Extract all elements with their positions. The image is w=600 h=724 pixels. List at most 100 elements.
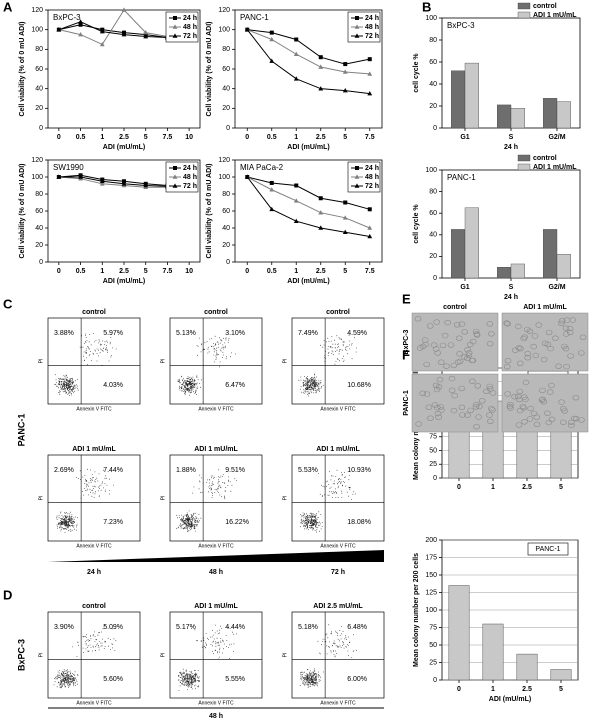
x-tick-label: 0	[457, 484, 461, 491]
panel-letter: A	[3, 0, 13, 14]
marker	[293, 51, 299, 57]
panel-letter: C	[3, 296, 13, 311]
y-tick-label: 120	[218, 7, 230, 14]
row-label: PANC-1	[403, 390, 410, 416]
x-tick-label: G1	[460, 284, 469, 291]
x-tick-label: 0	[57, 268, 61, 275]
quadrant-ul: 3.88%	[54, 330, 74, 337]
scatter-dots	[53, 624, 117, 689]
chart-title: PANC-1	[535, 546, 560, 553]
plot-title: ADI 1 mU/mL	[72, 446, 116, 453]
row-label: PANC-1	[16, 414, 26, 447]
marker	[318, 225, 324, 230]
y-tick-label: 100	[425, 167, 437, 174]
x-tick-label: 5	[343, 134, 347, 141]
series-line	[247, 29, 370, 75]
x-tick-label: 0	[457, 686, 461, 693]
y-axis-label: PI	[38, 653, 44, 658]
bar	[543, 229, 558, 279]
x-axis-label: Annexin V FITC	[320, 406, 356, 412]
column-label: control	[443, 304, 467, 311]
marker	[269, 36, 275, 42]
x-tick-label: 0.5	[76, 268, 86, 275]
marker	[99, 41, 105, 47]
quadrant-lr: 10.68%	[347, 382, 371, 389]
y-axis-label: Mean colony number per 200 cells	[413, 553, 420, 667]
panel-letter: F	[402, 347, 410, 362]
y-tick-label: 100	[425, 607, 437, 614]
x-tick-label: G2/M	[548, 284, 565, 291]
quadrant-ur: 9.51%	[225, 467, 245, 474]
marker	[318, 210, 324, 215]
marker	[172, 24, 178, 29]
x-tick-label: 2.5	[119, 134, 129, 141]
x-axis-label: Annexin V FITC	[320, 700, 356, 706]
y-tick-label: 40	[429, 232, 437, 239]
legend-label: ADI 1 mU/mL	[533, 164, 577, 171]
y-axis-label: PI	[282, 359, 288, 364]
y-axis-label: Cell viability (% of 0 mU ADI)	[206, 21, 213, 116]
x-axis-label: ADI (mU/mL)	[103, 144, 145, 151]
y-tick-label: 0	[39, 125, 43, 132]
plot-frame	[291, 611, 385, 699]
legend-swatch	[517, 163, 531, 171]
marker	[121, 31, 127, 37]
scatter-dots	[176, 469, 237, 532]
marker	[269, 30, 274, 35]
micrograph	[411, 373, 499, 433]
x-tick-label: 5	[559, 484, 563, 491]
y-tick-label: 60	[222, 66, 230, 73]
marker	[367, 71, 373, 76]
y-axis-label: Cell viability (% of 0 mU ADI)	[206, 163, 213, 258]
legend-label: 24 h	[365, 15, 379, 22]
plot-title: control	[204, 309, 228, 316]
x-tick-label: 1	[491, 686, 495, 693]
y-axis-label: Cell viability (% of 0 mU ADI)	[19, 21, 26, 116]
row-label: BxPC-3	[16, 639, 26, 671]
time-label: 48 h	[209, 569, 223, 576]
y-tick-label: 120	[31, 7, 43, 14]
y-axis-label: cell cycle %	[413, 53, 420, 93]
x-tick-label: 2.5	[316, 134, 326, 141]
bar	[451, 229, 466, 279]
legend-label: 48 h	[365, 174, 379, 181]
x-tick-label: S	[509, 134, 514, 141]
panel-letter: D	[3, 587, 12, 602]
plot-frame	[47, 454, 141, 542]
scatter-dots	[178, 624, 237, 691]
quadrant-ur: 7.44%	[103, 467, 123, 474]
y-tick-label: 20	[222, 105, 230, 112]
bar	[464, 207, 480, 279]
y-tick-label: 20	[429, 253, 437, 260]
x-tick-label: 1	[491, 484, 495, 491]
y-tick-label: 0	[39, 259, 43, 266]
marker	[294, 37, 299, 42]
x-tick-label: 0	[245, 134, 249, 141]
y-tick-label: 175	[425, 554, 437, 561]
x-axis-label: ADI (mU/mL)	[287, 144, 329, 151]
marker	[293, 76, 299, 81]
marker	[342, 229, 348, 235]
quadrant-ul: 7.49%	[298, 330, 318, 337]
marker	[78, 31, 83, 37]
chart-title: PANC-1	[240, 13, 269, 22]
plot-title: ADI 1 mU/mL	[316, 446, 360, 453]
x-tick-label: 0.5	[267, 134, 277, 141]
y-tick-label: 100	[218, 174, 230, 181]
y-tick-label: 200	[425, 537, 437, 544]
chart-title: BxPC-3	[53, 13, 81, 22]
x-axis-label: Annexin V FITC	[320, 543, 356, 549]
x-tick-label: 7.5	[163, 268, 173, 275]
x-tick-label: 0	[245, 268, 249, 275]
marker	[342, 88, 348, 93]
quadrant-lr: 16.22%	[225, 519, 249, 526]
marker	[293, 218, 299, 223]
x-axis-label: Annexin V FITC	[76, 406, 112, 412]
marker	[244, 174, 250, 179]
panel-letter: B	[422, 0, 431, 14]
plot-frame	[291, 317, 385, 405]
marker	[367, 90, 373, 96]
chart-title: MIA PaCa-2	[240, 163, 284, 172]
legend-label: 72 h	[183, 33, 197, 40]
quadrant-lr: 18.08%	[347, 519, 371, 526]
